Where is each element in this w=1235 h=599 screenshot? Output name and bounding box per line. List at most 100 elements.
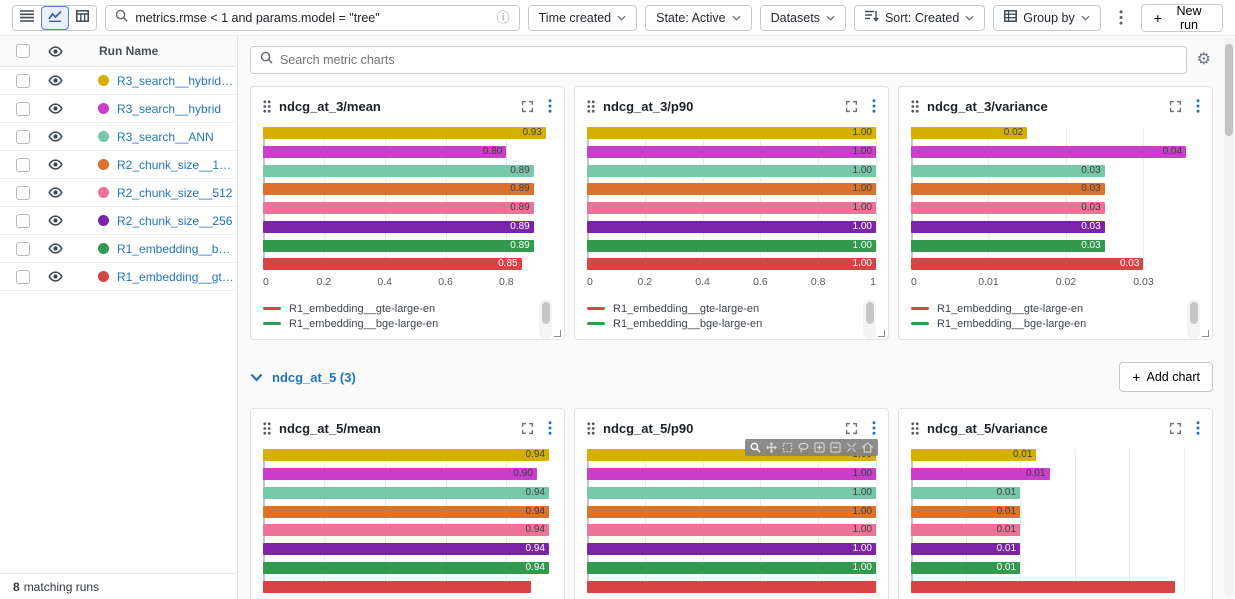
drag-handle-icon[interactable] xyxy=(911,422,919,435)
bar[interactable] xyxy=(911,580,1175,593)
box-select-icon[interactable] xyxy=(782,442,793,453)
chart-menu-button[interactable] xyxy=(1196,99,1200,113)
state-filter[interactable]: State: Active xyxy=(645,4,752,31)
bar[interactable]: 0.89 xyxy=(263,183,534,196)
drag-handle-icon[interactable] xyxy=(911,99,919,113)
bar[interactable]: 1.00 xyxy=(587,505,876,518)
run-checkbox[interactable] xyxy=(16,129,30,144)
legend-item[interactable]: R1_embedding__gte-large-en xyxy=(911,301,1176,316)
run-name-link[interactable]: R1_embedding__gte-lar... xyxy=(117,269,237,284)
gear-icon[interactable]: ⚙ xyxy=(1196,51,1211,68)
legend-item[interactable]: R1_embedding__bge-large-en xyxy=(911,316,1176,331)
bar[interactable]: 0.80 xyxy=(263,145,507,158)
bar[interactable]: 0.03 xyxy=(911,183,1105,196)
bar[interactable]: 0.94 xyxy=(263,449,549,462)
zoom-icon[interactable] xyxy=(750,442,761,453)
bar[interactable]: 0.94 xyxy=(263,505,549,518)
run-checkbox[interactable] xyxy=(16,241,30,256)
visibility-toggle-icon[interactable] xyxy=(48,158,63,171)
run-name-link[interactable]: R1_embedding__bge-la... xyxy=(117,241,237,256)
visibility-toggle-icon[interactable] xyxy=(48,242,63,255)
select-all-checkbox[interactable] xyxy=(16,44,30,58)
run-name-link[interactable]: R2_chunk_size__256 xyxy=(117,213,233,228)
expand-chart-button[interactable] xyxy=(845,100,858,113)
bar[interactable]: 1.00 xyxy=(587,239,876,252)
bar[interactable]: 0.03 xyxy=(911,202,1105,214)
drag-handle-icon[interactable] xyxy=(263,99,271,113)
bar[interactable]: 0.03 xyxy=(911,258,1144,271)
pan-icon[interactable] xyxy=(766,442,777,454)
chart-menu-button[interactable] xyxy=(548,99,552,113)
visibility-toggle-icon[interactable] xyxy=(48,186,63,199)
run-name-link[interactable]: R3_search__hybrid xyxy=(117,101,222,116)
resize-handle[interactable] xyxy=(878,330,885,338)
run-checkbox[interactable] xyxy=(16,269,30,284)
resize-handle[interactable] xyxy=(554,330,561,338)
bar[interactable]: 1.00 xyxy=(587,202,876,214)
reset-axes-icon[interactable] xyxy=(862,442,873,453)
group-by-dropdown[interactable]: Group by xyxy=(993,4,1101,31)
bar[interactable]: 0.94 xyxy=(263,561,549,574)
run-checkbox[interactable] xyxy=(16,213,30,228)
resize-handle[interactable] xyxy=(1202,330,1209,338)
chart-menu-button[interactable] xyxy=(1196,421,1200,435)
run-search-input[interactable] xyxy=(135,10,490,25)
bar[interactable]: 1.00 xyxy=(587,183,876,196)
drag-handle-icon[interactable] xyxy=(263,422,271,435)
drag-handle-icon[interactable] xyxy=(587,422,595,435)
bar[interactable]: 0.03 xyxy=(911,220,1105,233)
bar[interactable]: 0.01 xyxy=(911,524,1021,537)
table-view-button[interactable] xyxy=(68,5,97,30)
zoom-out-icon[interactable] xyxy=(830,442,841,453)
visibility-toggle-all-icon[interactable] xyxy=(48,45,63,58)
visibility-toggle-icon[interactable] xyxy=(48,270,63,283)
legend-item[interactable]: R1_embedding__bge-large-en xyxy=(263,316,528,331)
bar[interactable]: 0.94 xyxy=(263,486,549,499)
visibility-toggle-icon[interactable] xyxy=(48,130,63,143)
bar[interactable]: 1.00 xyxy=(587,164,876,177)
chart-menu-button[interactable] xyxy=(872,421,876,435)
visibility-toggle-icon[interactable] xyxy=(48,74,63,87)
bar[interactable]: 0.93 xyxy=(263,127,546,139)
scrollbar-thumb[interactable] xyxy=(541,302,550,325)
bar[interactable]: 0.01 xyxy=(911,561,1021,574)
run-name-link[interactable]: R3_search__ANN xyxy=(117,129,214,144)
bar[interactable]: 0.94 xyxy=(263,524,549,537)
bar[interactable]: 0.01 xyxy=(911,543,1021,555)
bar[interactable]: 1.00 xyxy=(587,486,876,499)
expand-chart-button[interactable] xyxy=(521,422,534,435)
chart-search-input[interactable] xyxy=(280,53,1177,67)
expand-chart-button[interactable] xyxy=(1169,100,1182,113)
drag-handle-icon[interactable] xyxy=(587,99,595,113)
autoscale-icon[interactable] xyxy=(846,442,857,453)
bar[interactable]: 0.01 xyxy=(911,505,1021,518)
bar[interactable]: 0.89 xyxy=(263,239,534,252)
bar[interactable]: 0.01 xyxy=(911,449,1037,462)
bar[interactable]: 0.02 xyxy=(911,127,1028,139)
run-checkbox[interactable] xyxy=(16,157,30,172)
bar[interactable]: 1.00 xyxy=(587,127,876,139)
bar[interactable]: 1.00 xyxy=(587,258,876,271)
add-chart-button[interactable]: + Add chart xyxy=(1119,362,1213,393)
bar[interactable]: 0.89 xyxy=(263,220,534,233)
run-checkbox[interactable] xyxy=(16,185,30,200)
chart-menu-button[interactable] xyxy=(872,99,876,113)
bar[interactable]: 1.00 xyxy=(587,468,876,480)
run-checkbox[interactable] xyxy=(16,101,30,116)
time-created-filter[interactable]: Time created xyxy=(527,4,638,31)
visibility-toggle-icon[interactable] xyxy=(48,102,63,115)
bar[interactable] xyxy=(587,580,876,593)
chart-menu-button[interactable] xyxy=(548,421,552,435)
bar[interactable] xyxy=(263,580,531,593)
run-checkbox[interactable] xyxy=(16,73,30,88)
bar[interactable]: 0.89 xyxy=(263,202,534,214)
bar[interactable]: 0.85 xyxy=(263,258,522,271)
bar[interactable]: 0.94 xyxy=(263,543,549,555)
new-run-button[interactable]: + New run xyxy=(1140,3,1223,32)
datasets-filter[interactable]: Datasets xyxy=(759,4,846,31)
legend-item[interactable]: R1_embedding__bge-large-en xyxy=(587,316,852,331)
section-title[interactable]: ndcg_at_5 (3) xyxy=(272,369,356,385)
visibility-toggle-icon[interactable] xyxy=(48,214,63,227)
legend-item[interactable]: R1_embedding__gte-large-en xyxy=(587,301,852,316)
chevron-down-icon[interactable] xyxy=(250,373,263,382)
